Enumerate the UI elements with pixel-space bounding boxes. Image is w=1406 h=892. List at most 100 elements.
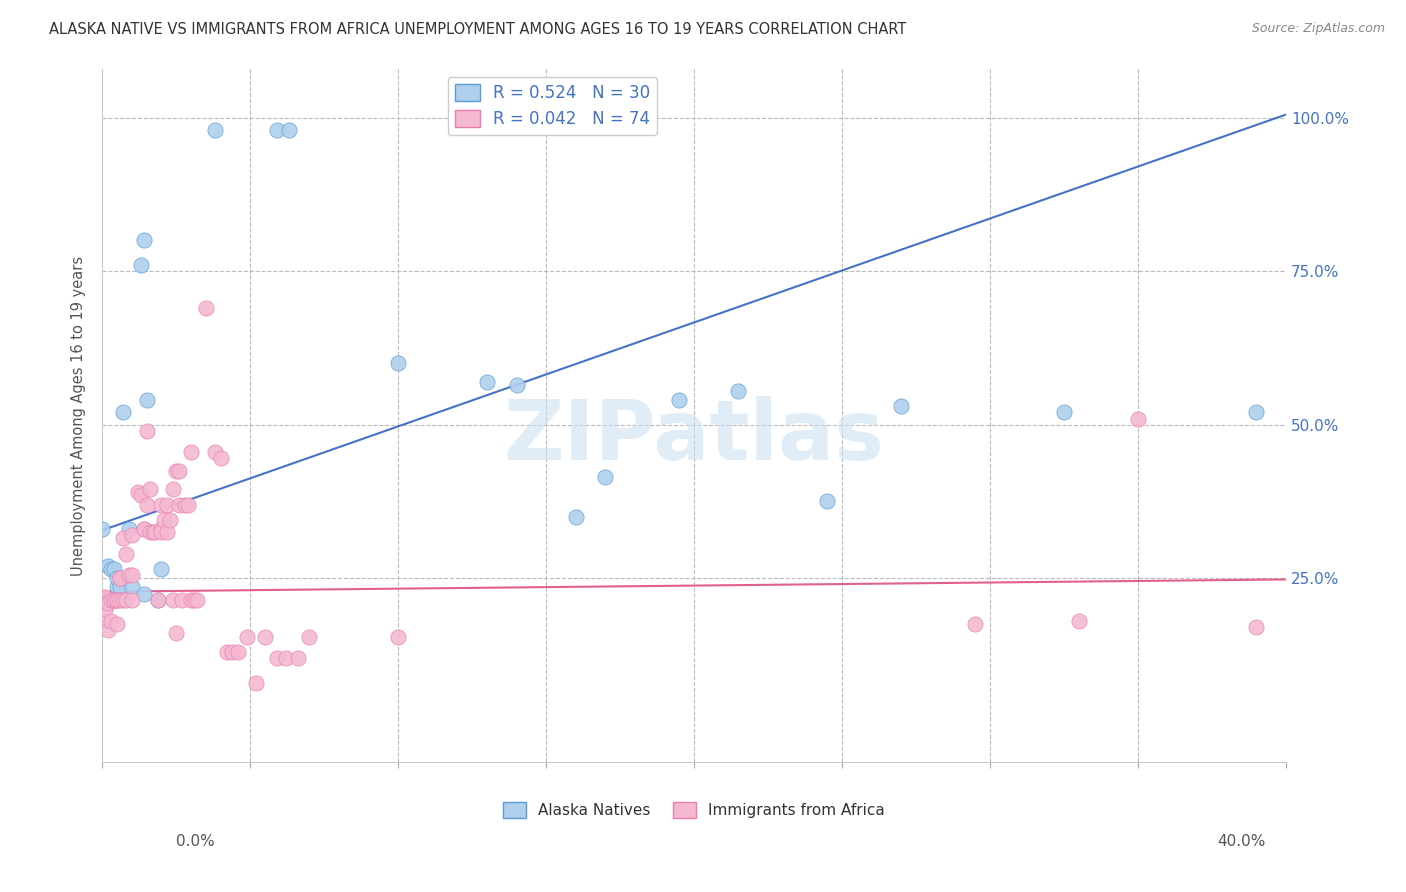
Point [180, 445, 202, 459]
Text: 0.0%: 0.0% [176, 834, 215, 849]
Point [287, 651, 309, 665]
Point [266, 123, 288, 137]
Point [145, 525, 167, 540]
Point [103, 592, 125, 607]
Point [505, 377, 527, 392]
Point [177, 498, 200, 512]
Point [118, 568, 141, 582]
Point [475, 375, 498, 389]
Point [94, 590, 117, 604]
Point [127, 485, 149, 500]
Point [121, 528, 143, 542]
Point [94, 596, 117, 610]
Point [121, 568, 143, 582]
Point [135, 498, 157, 512]
Point [209, 451, 232, 466]
Point [91, 592, 114, 607]
Point [148, 592, 170, 607]
Point [965, 617, 987, 632]
Text: Source: ZipAtlas.com: Source: ZipAtlas.com [1251, 22, 1385, 36]
Point [204, 123, 226, 137]
Point [167, 498, 190, 512]
Point [103, 592, 125, 607]
Point [108, 592, 131, 607]
Point [115, 547, 138, 561]
Point [215, 645, 238, 659]
Point [162, 482, 184, 496]
Point [156, 498, 179, 512]
Point [111, 405, 134, 419]
Point [387, 356, 409, 370]
Point [172, 592, 194, 607]
Point [180, 592, 202, 607]
Point [103, 562, 125, 576]
Point [277, 123, 299, 137]
Point [165, 626, 187, 640]
Point [111, 592, 134, 607]
Point [174, 498, 197, 512]
Point [97, 558, 120, 573]
Point [150, 498, 173, 512]
Point [91, 522, 114, 536]
Point [387, 630, 409, 644]
Point [221, 645, 243, 659]
Point [121, 581, 143, 595]
Point [159, 513, 181, 527]
Point [194, 301, 217, 315]
Point [1246, 620, 1268, 634]
Text: 40.0%: 40.0% [1218, 834, 1265, 849]
Point [298, 630, 321, 644]
Point [111, 531, 134, 545]
Point [236, 630, 259, 644]
Point [132, 522, 155, 536]
Point [150, 525, 173, 540]
Point [100, 614, 122, 628]
Point [105, 617, 128, 632]
Point [183, 592, 205, 607]
Point [97, 596, 120, 610]
Point [228, 645, 250, 659]
Point [1246, 405, 1268, 419]
Point [115, 592, 138, 607]
Point [150, 562, 173, 576]
Point [162, 592, 184, 607]
Point [97, 624, 120, 638]
Point [266, 651, 288, 665]
Point [1053, 405, 1076, 419]
Point [186, 592, 208, 607]
Point [141, 525, 163, 540]
Point [165, 464, 187, 478]
Point [204, 445, 226, 459]
Point [138, 482, 160, 496]
Point [890, 399, 912, 413]
Point [274, 651, 297, 665]
Point [727, 384, 749, 398]
Point [253, 630, 276, 644]
Point [245, 675, 267, 690]
Point [105, 592, 128, 607]
Text: ALASKA NATIVE VS IMMIGRANTS FROM AFRICA UNEMPLOYMENT AMONG AGES 16 TO 19 YEARS C: ALASKA NATIVE VS IMMIGRANTS FROM AFRICA … [49, 22, 907, 37]
Point [132, 234, 155, 248]
Point [1126, 411, 1149, 425]
Point [105, 592, 128, 607]
Point [138, 525, 160, 540]
Point [132, 522, 155, 536]
Point [108, 571, 131, 585]
Point [668, 393, 690, 408]
Point [108, 571, 131, 585]
Legend: Alaska Natives, Immigrants from Africa: Alaska Natives, Immigrants from Africa [496, 796, 891, 824]
Point [129, 258, 152, 272]
Y-axis label: Unemployment Among Ages 16 to 19 years: Unemployment Among Ages 16 to 19 years [72, 255, 86, 575]
Point [150, 522, 173, 536]
Point [595, 470, 617, 484]
Point [105, 571, 128, 585]
Point [132, 586, 155, 600]
Point [564, 509, 586, 524]
Point [135, 424, 157, 438]
Point [118, 522, 141, 536]
Point [1067, 614, 1090, 628]
Point [167, 464, 190, 478]
Point [94, 602, 117, 616]
Point [121, 592, 143, 607]
Point [105, 581, 128, 595]
